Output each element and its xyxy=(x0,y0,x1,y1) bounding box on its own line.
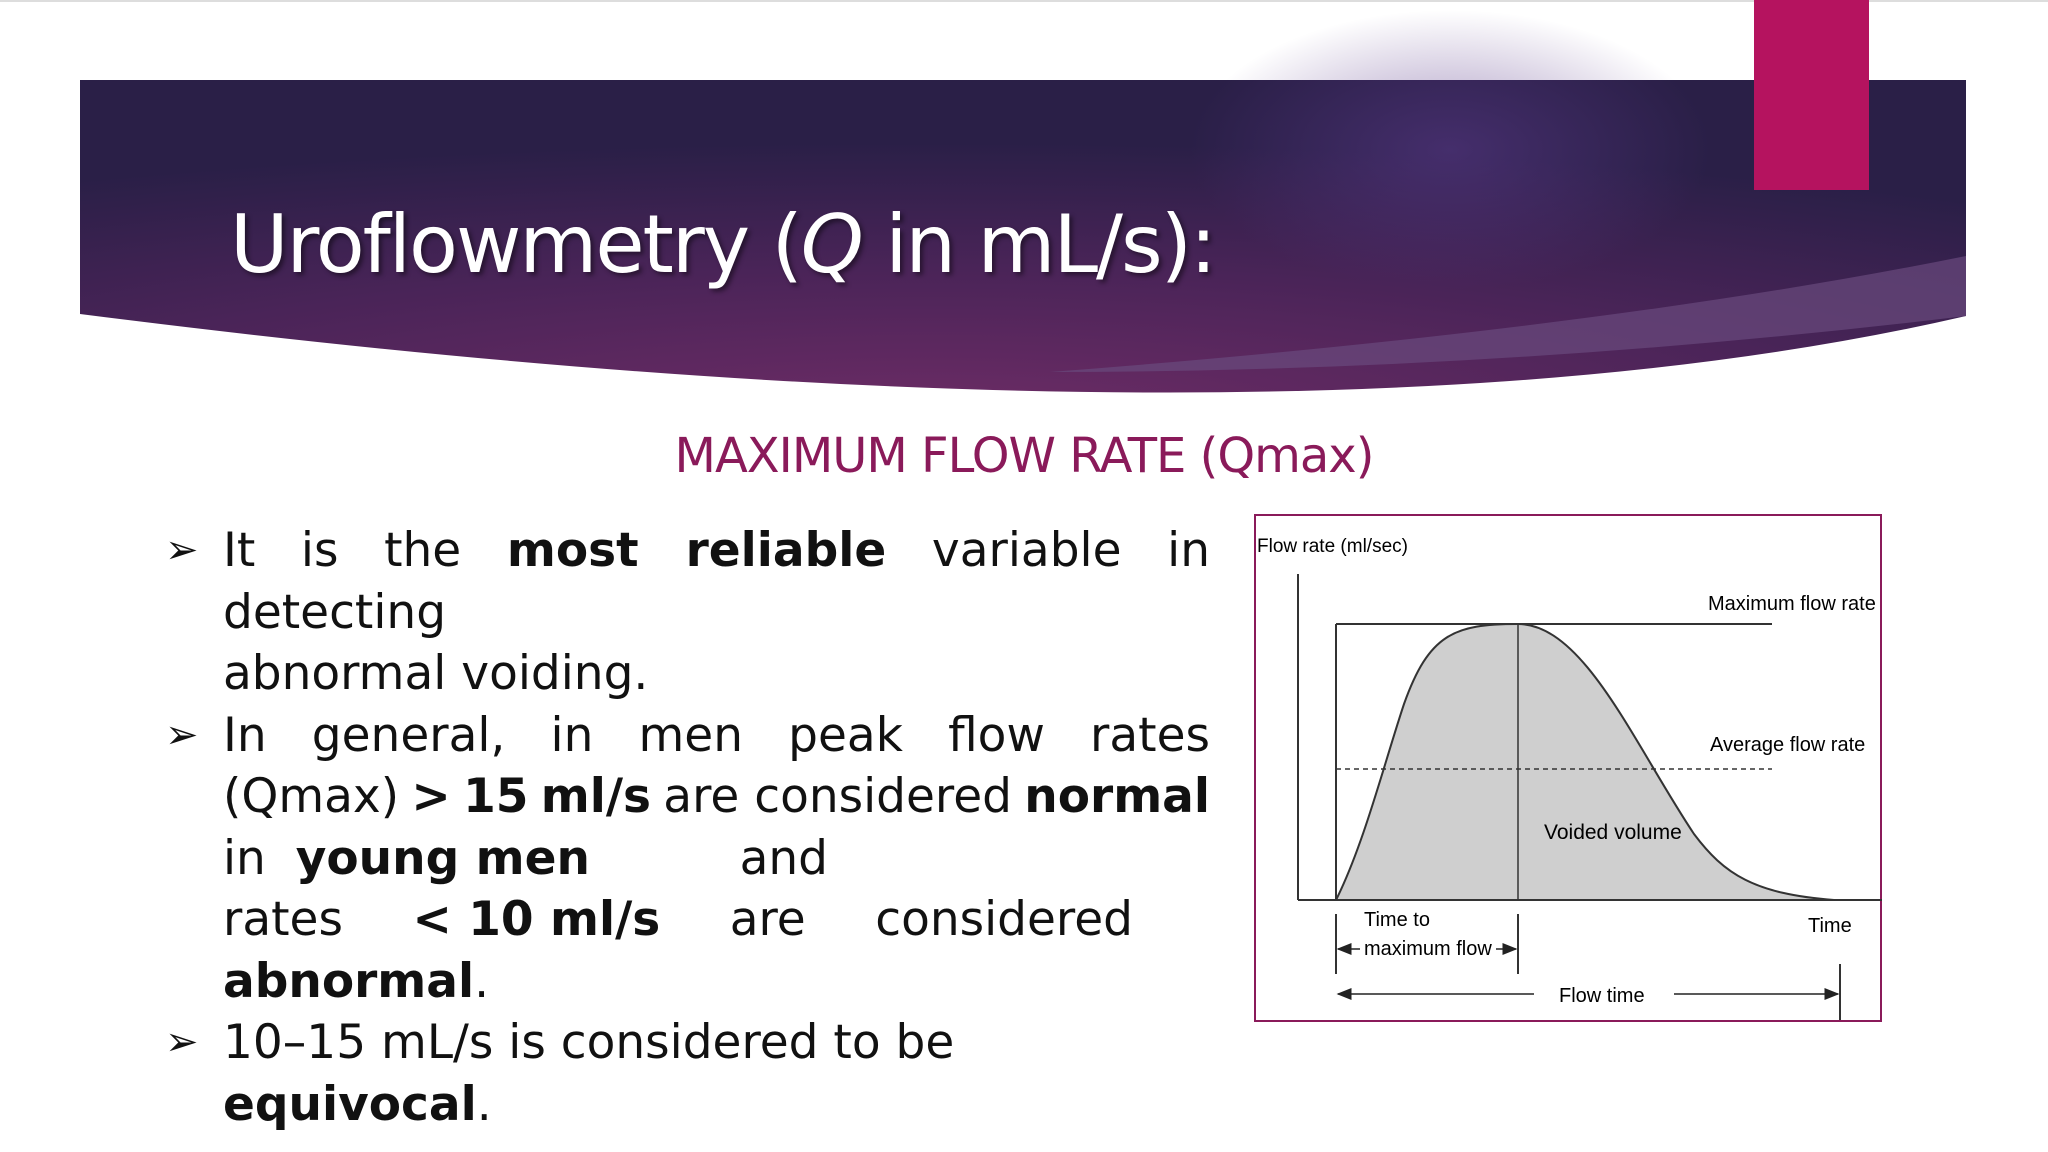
word: general, xyxy=(311,707,506,763)
bullet-item: ➢ It is the most reliable variable in de… xyxy=(165,520,1210,705)
text-run-bold: most reliable xyxy=(506,523,887,578)
arrow-bullet-icon: ➢ xyxy=(165,1019,199,1065)
word: In xyxy=(223,707,267,763)
title-banner xyxy=(0,0,2048,393)
ttm-label-line1: Time to xyxy=(1364,909,1430,931)
title-prefix: Uroflowmetry ( xyxy=(230,198,803,291)
text-run: are xyxy=(729,892,806,947)
accent-tab xyxy=(1754,0,1869,190)
bullet-line: In general, in men peak flow rates xyxy=(223,705,1210,767)
arrow-bullet-icon: ➢ xyxy=(165,527,199,573)
ttm-label-line2: maximum flow xyxy=(1364,938,1492,960)
arrow-bullet-icon: ➢ xyxy=(165,711,199,758)
bullet-line: abnormal voiding. xyxy=(223,646,649,701)
flow-curve-figure: Flow rate (ml/sec) Maximum flow rate Ave… xyxy=(1254,514,1882,1022)
y-axis-label: Flow rate (ml/sec) xyxy=(1257,536,1408,557)
word: peak xyxy=(788,707,903,763)
text-run: (Qmax) xyxy=(223,769,400,824)
text-run-bold: < 10 ml/s xyxy=(412,892,661,947)
text-run-bold: young men xyxy=(295,830,590,886)
voided-volume-label: Voided volume xyxy=(1544,821,1682,844)
word: rates xyxy=(1090,707,1210,763)
text-run: . xyxy=(476,1076,492,1132)
title-suffix: in mL/s): xyxy=(861,198,1217,291)
text-run-bold: > xyxy=(411,769,451,824)
bullet-item: ➢ In general, in men peak flow rates (Qm… xyxy=(165,705,1210,1013)
bullet-item: ➢ 10–15 mL/s is considered to be equivoc… xyxy=(165,1012,1210,1135)
word: in xyxy=(550,707,594,763)
word: flow xyxy=(948,707,1045,763)
text-run-bold: ml/s xyxy=(540,769,651,824)
bullet-list: ➢ It is the most reliable variable in de… xyxy=(165,520,1210,1135)
avg-flow-label: Average flow rate xyxy=(1710,734,1865,756)
text-run: It is the xyxy=(223,523,462,578)
bullet-line: rates < 10 ml/s are considered xyxy=(223,889,1133,951)
text-run: and xyxy=(739,830,828,886)
word: men xyxy=(638,707,744,763)
title-q-symbol: Q xyxy=(800,198,864,291)
text-run-bold: equivocal xyxy=(223,1076,477,1132)
text-run: variable in detecting xyxy=(223,523,1210,640)
slide-subtitle: MAXIMUM FLOW RATE (Qmax) xyxy=(674,428,1375,484)
text-run: 10–15 mL/s is considered to be xyxy=(223,1015,955,1070)
bullet-line: in young men and xyxy=(223,828,828,890)
max-flow-label: Maximum flow rate xyxy=(1708,593,1876,615)
text-run: rates xyxy=(223,892,343,947)
flow-curve-area xyxy=(1334,622,1835,901)
time-axis-label: Time xyxy=(1808,915,1852,937)
bullet-line: (Qmax) > 15 ml/s are considered normal xyxy=(223,766,1210,828)
text-run: considered xyxy=(875,892,1133,947)
text-run-bold: 15 xyxy=(463,769,529,824)
bullet-line: It is the most reliable variable in dete… xyxy=(223,520,1210,643)
slide-title: Uroflowmetry (Q in mL/s): xyxy=(230,198,1217,291)
text-run: are considered xyxy=(663,769,1012,824)
flow-time-label: Flow time xyxy=(1559,985,1645,1007)
bullet-line: abnormal. xyxy=(223,954,489,1009)
text-run-bold: normal xyxy=(1024,769,1210,824)
bullet-line: 10–15 mL/s is considered to be equivocal… xyxy=(223,1015,954,1132)
text-run: in xyxy=(223,830,266,886)
text-run-bold: abnormal xyxy=(223,953,475,1009)
text-run: . xyxy=(474,953,490,1009)
